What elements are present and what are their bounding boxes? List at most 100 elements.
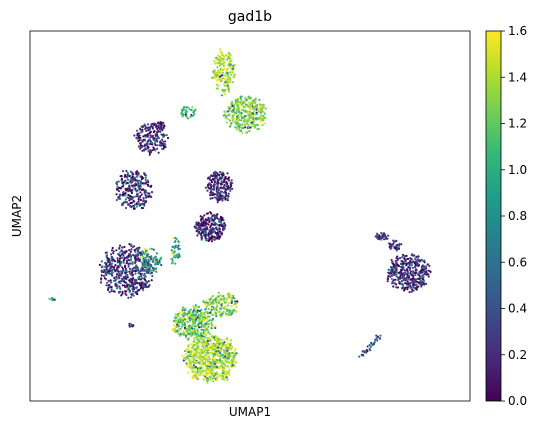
- scatter-point: [141, 130, 144, 133]
- scatter-point: [192, 344, 196, 347]
- scatter-point: [134, 268, 137, 271]
- scatter-point: [193, 370, 196, 373]
- scatter-point: [154, 134, 158, 137]
- scatter-point: [414, 272, 417, 275]
- scatter-point: [125, 181, 128, 185]
- scatter-point: [194, 374, 197, 377]
- scatter-point: [195, 221, 198, 224]
- scatter-point: [173, 240, 176, 244]
- scatter-point: [186, 333, 189, 336]
- scatter-point: [120, 294, 123, 297]
- scatter-point: [218, 178, 221, 181]
- scatter-point: [120, 179, 123, 182]
- scatter-point: [242, 126, 245, 129]
- scatter-point: [210, 335, 213, 338]
- scatter-point: [389, 275, 392, 278]
- scatter-point: [226, 378, 229, 381]
- scatter-point: [379, 237, 382, 240]
- scatter-point: [210, 364, 213, 367]
- scatter-point: [249, 107, 252, 110]
- scatter-point: [180, 318, 184, 321]
- scatter-point: [130, 284, 134, 287]
- scatter-point: [172, 237, 175, 240]
- scatter-point: [218, 237, 221, 240]
- scatter-point: [156, 144, 159, 147]
- scatter-point: [107, 287, 110, 290]
- scatter-point: [131, 281, 134, 285]
- scatter-point: [177, 332, 180, 335]
- scatter-point: [235, 305, 238, 308]
- scatter-point: [259, 105, 262, 109]
- scatter-point: [205, 353, 208, 356]
- scatter-point: [392, 242, 395, 245]
- scatter-point: [392, 285, 395, 288]
- scatter-point: [145, 265, 148, 268]
- scatter-point: [140, 274, 143, 277]
- scatter-point: [210, 174, 213, 177]
- scatter-point: [144, 176, 147, 179]
- scatter-point: [215, 373, 218, 376]
- scatter-point: [136, 257, 139, 260]
- scatter-point: [105, 273, 108, 277]
- scatter-point: [134, 258, 137, 261]
- scatter-point: [207, 344, 210, 347]
- scatter-point: [204, 218, 207, 221]
- scatter-point: [151, 141, 154, 144]
- scatter-point: [210, 181, 214, 184]
- scatter-point: [243, 120, 246, 123]
- scatter-point: [188, 333, 191, 336]
- scatter-point: [194, 351, 197, 354]
- scatter-point: [128, 289, 132, 292]
- scatter-point: [119, 254, 122, 258]
- scatter-point: [220, 341, 223, 344]
- scatter-point: [428, 264, 431, 267]
- scatter-point: [261, 105, 264, 108]
- scatter-point: [226, 67, 229, 71]
- scatter-point: [258, 118, 262, 121]
- scatter-point: [173, 324, 176, 327]
- scatter-point: [207, 337, 210, 340]
- scatter-point: [231, 297, 234, 300]
- scatter-point: [415, 261, 418, 264]
- scatter-point: [202, 330, 205, 333]
- scatter-point: [130, 181, 133, 184]
- scatter-point: [427, 275, 430, 278]
- scatter-point: [118, 260, 121, 263]
- scatter-point: [219, 228, 222, 231]
- scatter-point: [231, 71, 234, 74]
- scatter-point: [248, 101, 251, 104]
- scatter-point: [148, 142, 151, 145]
- scatter-point: [206, 355, 209, 358]
- scatter-point: [137, 200, 140, 203]
- scatter-point: [387, 275, 390, 278]
- scatter-point: [183, 311, 186, 314]
- scatter-point: [220, 63, 223, 66]
- scatter-point: [124, 277, 127, 280]
- scatter-point: [209, 378, 212, 381]
- scatter-point: [147, 150, 150, 153]
- scatter-point: [213, 360, 216, 363]
- scatter-point: [208, 332, 211, 336]
- scatter-point: [126, 273, 129, 277]
- scatter-point: [221, 361, 224, 364]
- scatter-point: [215, 186, 218, 189]
- scatter-point: [248, 97, 251, 100]
- scatter-point: [133, 266, 136, 269]
- scatter-point: [224, 357, 227, 360]
- scatter-point: [226, 72, 229, 75]
- scatter-point: [226, 365, 229, 368]
- scatter-point: [206, 381, 209, 384]
- scatter-point: [240, 116, 244, 119]
- scatter-point: [208, 375, 211, 378]
- scatter-point: [214, 326, 217, 330]
- scatter-point: [189, 367, 192, 370]
- scatter-point: [212, 174, 215, 177]
- scatter-point: [216, 341, 219, 344]
- scatter-point: [230, 69, 234, 72]
- scatter-point: [111, 268, 114, 272]
- scatter-point: [180, 316, 184, 319]
- scatter-point: [118, 196, 121, 199]
- scatter-point: [217, 220, 220, 223]
- scatter-point: [177, 318, 180, 321]
- scatter-point: [128, 184, 131, 187]
